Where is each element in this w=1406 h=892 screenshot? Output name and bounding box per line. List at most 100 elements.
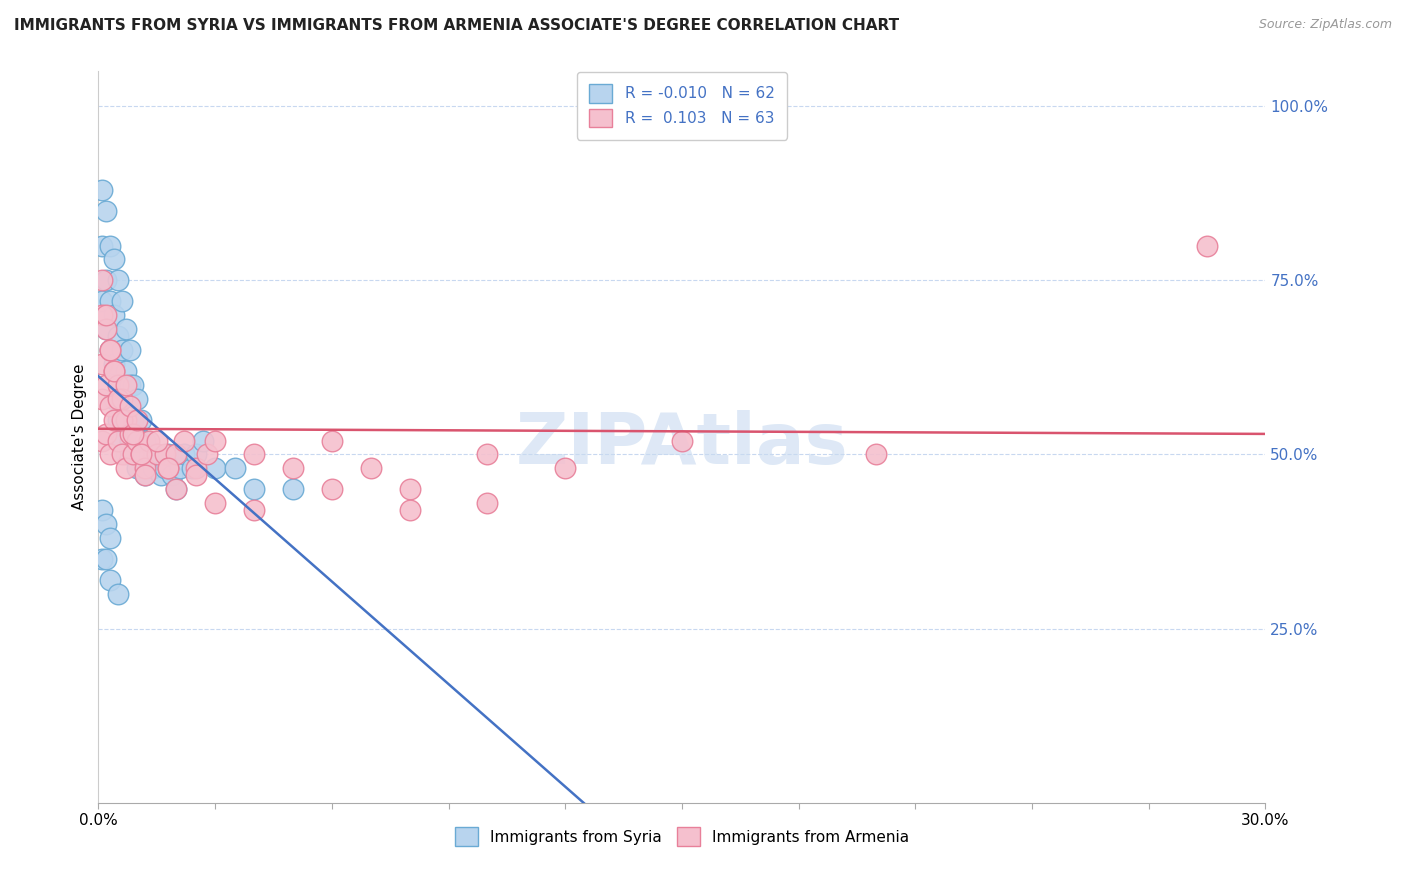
Point <box>91 273 114 287</box>
Point <box>98 343 121 357</box>
Point <box>127 412 149 426</box>
Point <box>107 587 129 601</box>
Point <box>98 448 121 462</box>
Y-axis label: Associate's Degree: Associate's Degree <box>72 364 87 510</box>
Point <box>398 483 420 497</box>
Point <box>193 434 215 448</box>
Point <box>118 426 141 441</box>
Point <box>122 426 145 441</box>
Point <box>91 183 114 197</box>
Point <box>96 377 118 392</box>
Point <box>103 308 125 322</box>
Point <box>477 496 499 510</box>
Point <box>321 483 343 497</box>
Point <box>165 448 187 462</box>
Point <box>96 203 118 218</box>
Point <box>146 448 169 462</box>
Point <box>118 399 141 413</box>
Point <box>138 434 160 448</box>
Point <box>321 434 343 448</box>
Point <box>96 322 118 336</box>
Point <box>91 308 114 322</box>
Point <box>98 294 121 309</box>
Point <box>111 434 134 448</box>
Point <box>243 448 266 462</box>
Point <box>107 329 129 343</box>
Point <box>122 412 145 426</box>
Point <box>180 461 202 475</box>
Point <box>111 412 134 426</box>
Point <box>107 412 129 426</box>
Point <box>111 448 134 462</box>
Point <box>98 343 121 357</box>
Point <box>98 399 121 413</box>
Point <box>98 238 121 252</box>
Point <box>91 357 114 371</box>
Point <box>184 448 207 462</box>
Point <box>127 434 149 448</box>
Point <box>129 412 152 426</box>
Point <box>127 426 149 441</box>
Point <box>96 308 118 322</box>
Point <box>103 252 125 267</box>
Point <box>134 468 156 483</box>
Point <box>195 448 218 462</box>
Point <box>103 364 125 378</box>
Point <box>127 461 149 475</box>
Text: Source: ZipAtlas.com: Source: ZipAtlas.com <box>1258 18 1392 31</box>
Point <box>134 434 156 448</box>
Point <box>91 503 114 517</box>
Point <box>103 364 125 378</box>
Point <box>127 392 149 406</box>
Point <box>91 392 114 406</box>
Point <box>142 461 165 475</box>
Point <box>122 448 145 462</box>
Point <box>107 392 129 406</box>
Point <box>224 461 246 475</box>
Point <box>107 377 129 392</box>
Point <box>98 573 121 587</box>
Point <box>129 448 152 462</box>
Point <box>91 552 114 566</box>
Point <box>243 503 266 517</box>
Point <box>114 448 136 462</box>
Point <box>98 531 121 545</box>
Point <box>165 483 187 497</box>
Point <box>153 461 176 475</box>
Point <box>129 448 152 462</box>
Point <box>360 461 382 475</box>
Legend: Immigrants from Syria, Immigrants from Armenia: Immigrants from Syria, Immigrants from A… <box>447 820 917 854</box>
Point <box>281 483 304 497</box>
Point <box>157 461 180 475</box>
Point <box>243 483 266 497</box>
Point <box>91 294 114 309</box>
Point <box>184 468 207 483</box>
Point <box>153 448 176 462</box>
Point <box>169 461 191 475</box>
Point <box>157 448 180 462</box>
Point <box>184 461 207 475</box>
Point <box>671 434 693 448</box>
Point <box>398 503 420 517</box>
Point <box>111 392 134 406</box>
Point <box>114 377 136 392</box>
Text: ZIPAtlas: ZIPAtlas <box>516 410 848 479</box>
Point <box>204 461 226 475</box>
Point <box>114 412 136 426</box>
Point <box>149 468 172 483</box>
Point <box>96 273 118 287</box>
Point <box>98 343 121 357</box>
Point <box>111 294 134 309</box>
Point <box>134 468 156 483</box>
Point <box>96 322 118 336</box>
Point <box>103 392 125 406</box>
Point <box>865 448 887 462</box>
Point <box>114 364 136 378</box>
Point <box>114 322 136 336</box>
Point <box>173 434 195 448</box>
Point <box>165 483 187 497</box>
Point <box>1195 238 1218 252</box>
Point <box>96 426 118 441</box>
Point <box>107 273 129 287</box>
Point <box>114 412 136 426</box>
